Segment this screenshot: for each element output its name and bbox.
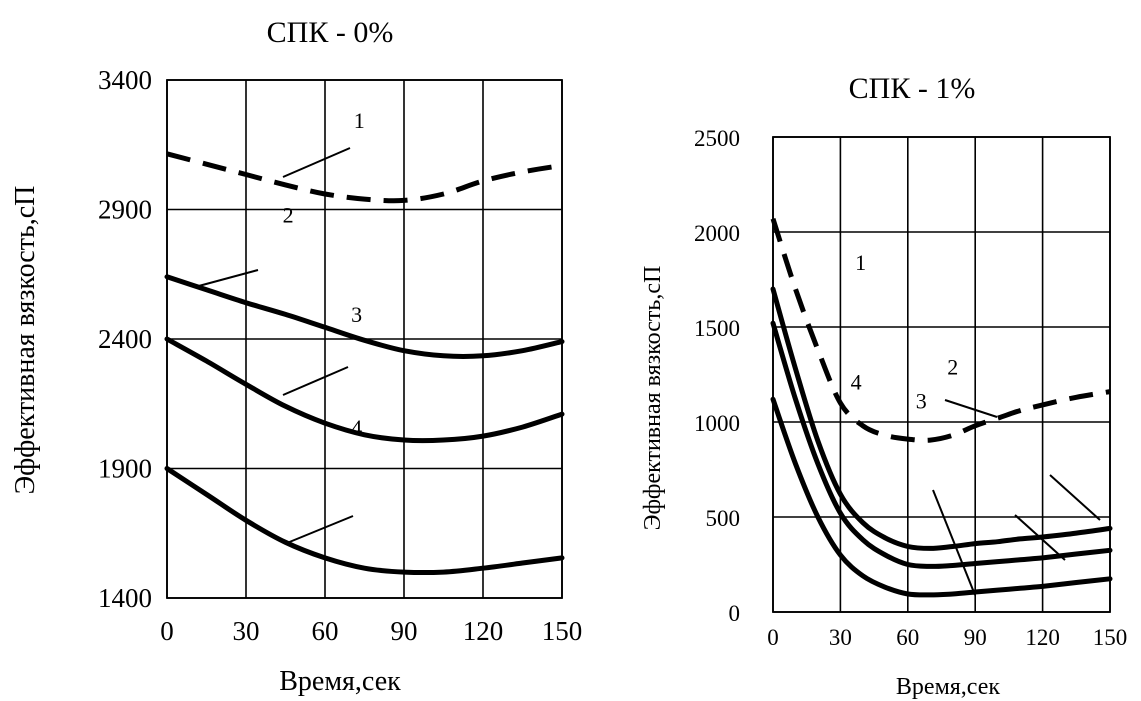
chart-0-x-tick-label: 90: [391, 616, 418, 646]
chart-0-x-tick-label: 150: [542, 616, 583, 646]
chart-1-y-tick-label: 1000: [694, 411, 740, 436]
chart-1-x-tick-label: 120: [1025, 625, 1060, 650]
chart-spk-1: СПК - 1% Эффективная вязкость,сП Время,с…: [640, 72, 1127, 700]
chart-0-y-tick-label: 1400: [98, 583, 152, 613]
chart-0-y-tick-label: 2400: [98, 324, 152, 354]
chart-1-series-line-4: [770, 396, 1113, 598]
chart-0-series-line-3: [164, 336, 565, 444]
chart-1-y-tick-label: 2000: [694, 221, 740, 246]
chart-0-y-tick-label: 2900: [98, 195, 152, 225]
chart-1-y-axis-label: Эффективная вязкость,сП: [640, 266, 666, 531]
chart-1-x-tick-label: 0: [767, 625, 779, 650]
chart-1-leader-1: [932, 489, 976, 596]
chart-1-curve-label-4: 4: [851, 370, 862, 395]
chart-spk-0: СПК - 0% Эффективная вязкость,сП Время,с…: [10, 16, 582, 697]
chart-0-series-line-1: [166, 151, 563, 204]
chart-1-curve-label-3: 3: [916, 389, 927, 414]
chart-0-series-line-2: [164, 274, 565, 359]
chart-1-curve-label-1: 1: [855, 250, 866, 275]
chart-0-x-tick-label: 30: [233, 616, 260, 646]
chart-1-leader-2: [944, 399, 998, 418]
chart-0-curve-label-2: 2: [283, 202, 294, 227]
chart-1-x-tick-label: 60: [896, 625, 919, 650]
chart-1-y-tick-label: 2500: [694, 126, 740, 151]
chart-1-y-tick-label: 500: [706, 506, 741, 531]
chart-0-curve-label-4: 4: [351, 415, 362, 440]
chart-0-leader-4: [286, 515, 354, 544]
chart-0-leader-2: [194, 269, 259, 288]
chart-1-series-line-1: [770, 217, 1111, 443]
chart-1-title: СПК - 1%: [849, 72, 976, 105]
chart-1-plot-frame: [772, 136, 1111, 613]
chart-0-y-tick-label: 1900: [98, 454, 152, 484]
chart-0-x-tick-label: 60: [312, 616, 339, 646]
chart-1-x-axis-label: Время,сек: [896, 674, 1000, 700]
chart-0-x-axis-label: Время,сек: [279, 666, 401, 697]
chart-1-x-tick-label: 150: [1093, 625, 1128, 650]
chart-1-leader-4: [1049, 474, 1101, 521]
chart-1-leader-3: [1014, 514, 1066, 561]
chart-1-series-line-3: [770, 320, 1113, 569]
chart-0-title: СПК - 0%: [267, 16, 394, 49]
chart-0-series-line-4: [164, 466, 565, 576]
chart-0-x-tick-label: 0: [160, 616, 174, 646]
chart-1-curve-label-2: 2: [947, 355, 958, 380]
chart-1-series-line-2: [770, 286, 1113, 551]
chart-0-curve-label-3: 3: [351, 302, 362, 327]
chart-0-leader-1: [282, 147, 351, 178]
chart-0-leader-3: [282, 366, 349, 396]
chart-1-y-tick-label: 0: [729, 601, 741, 626]
chart-0-x-tick-label: 120: [463, 616, 504, 646]
chart-0-curve-label-1: 1: [354, 108, 365, 133]
chart-1-y-tick-label: 1500: [694, 316, 740, 341]
chart-0-y-axis-label: Эффективная вязкость,сП: [10, 186, 41, 495]
chart-1-x-tick-label: 30: [829, 625, 852, 650]
chart-0-y-tick-label: 3400: [98, 65, 152, 95]
chart-1-x-tick-label: 90: [964, 625, 987, 650]
